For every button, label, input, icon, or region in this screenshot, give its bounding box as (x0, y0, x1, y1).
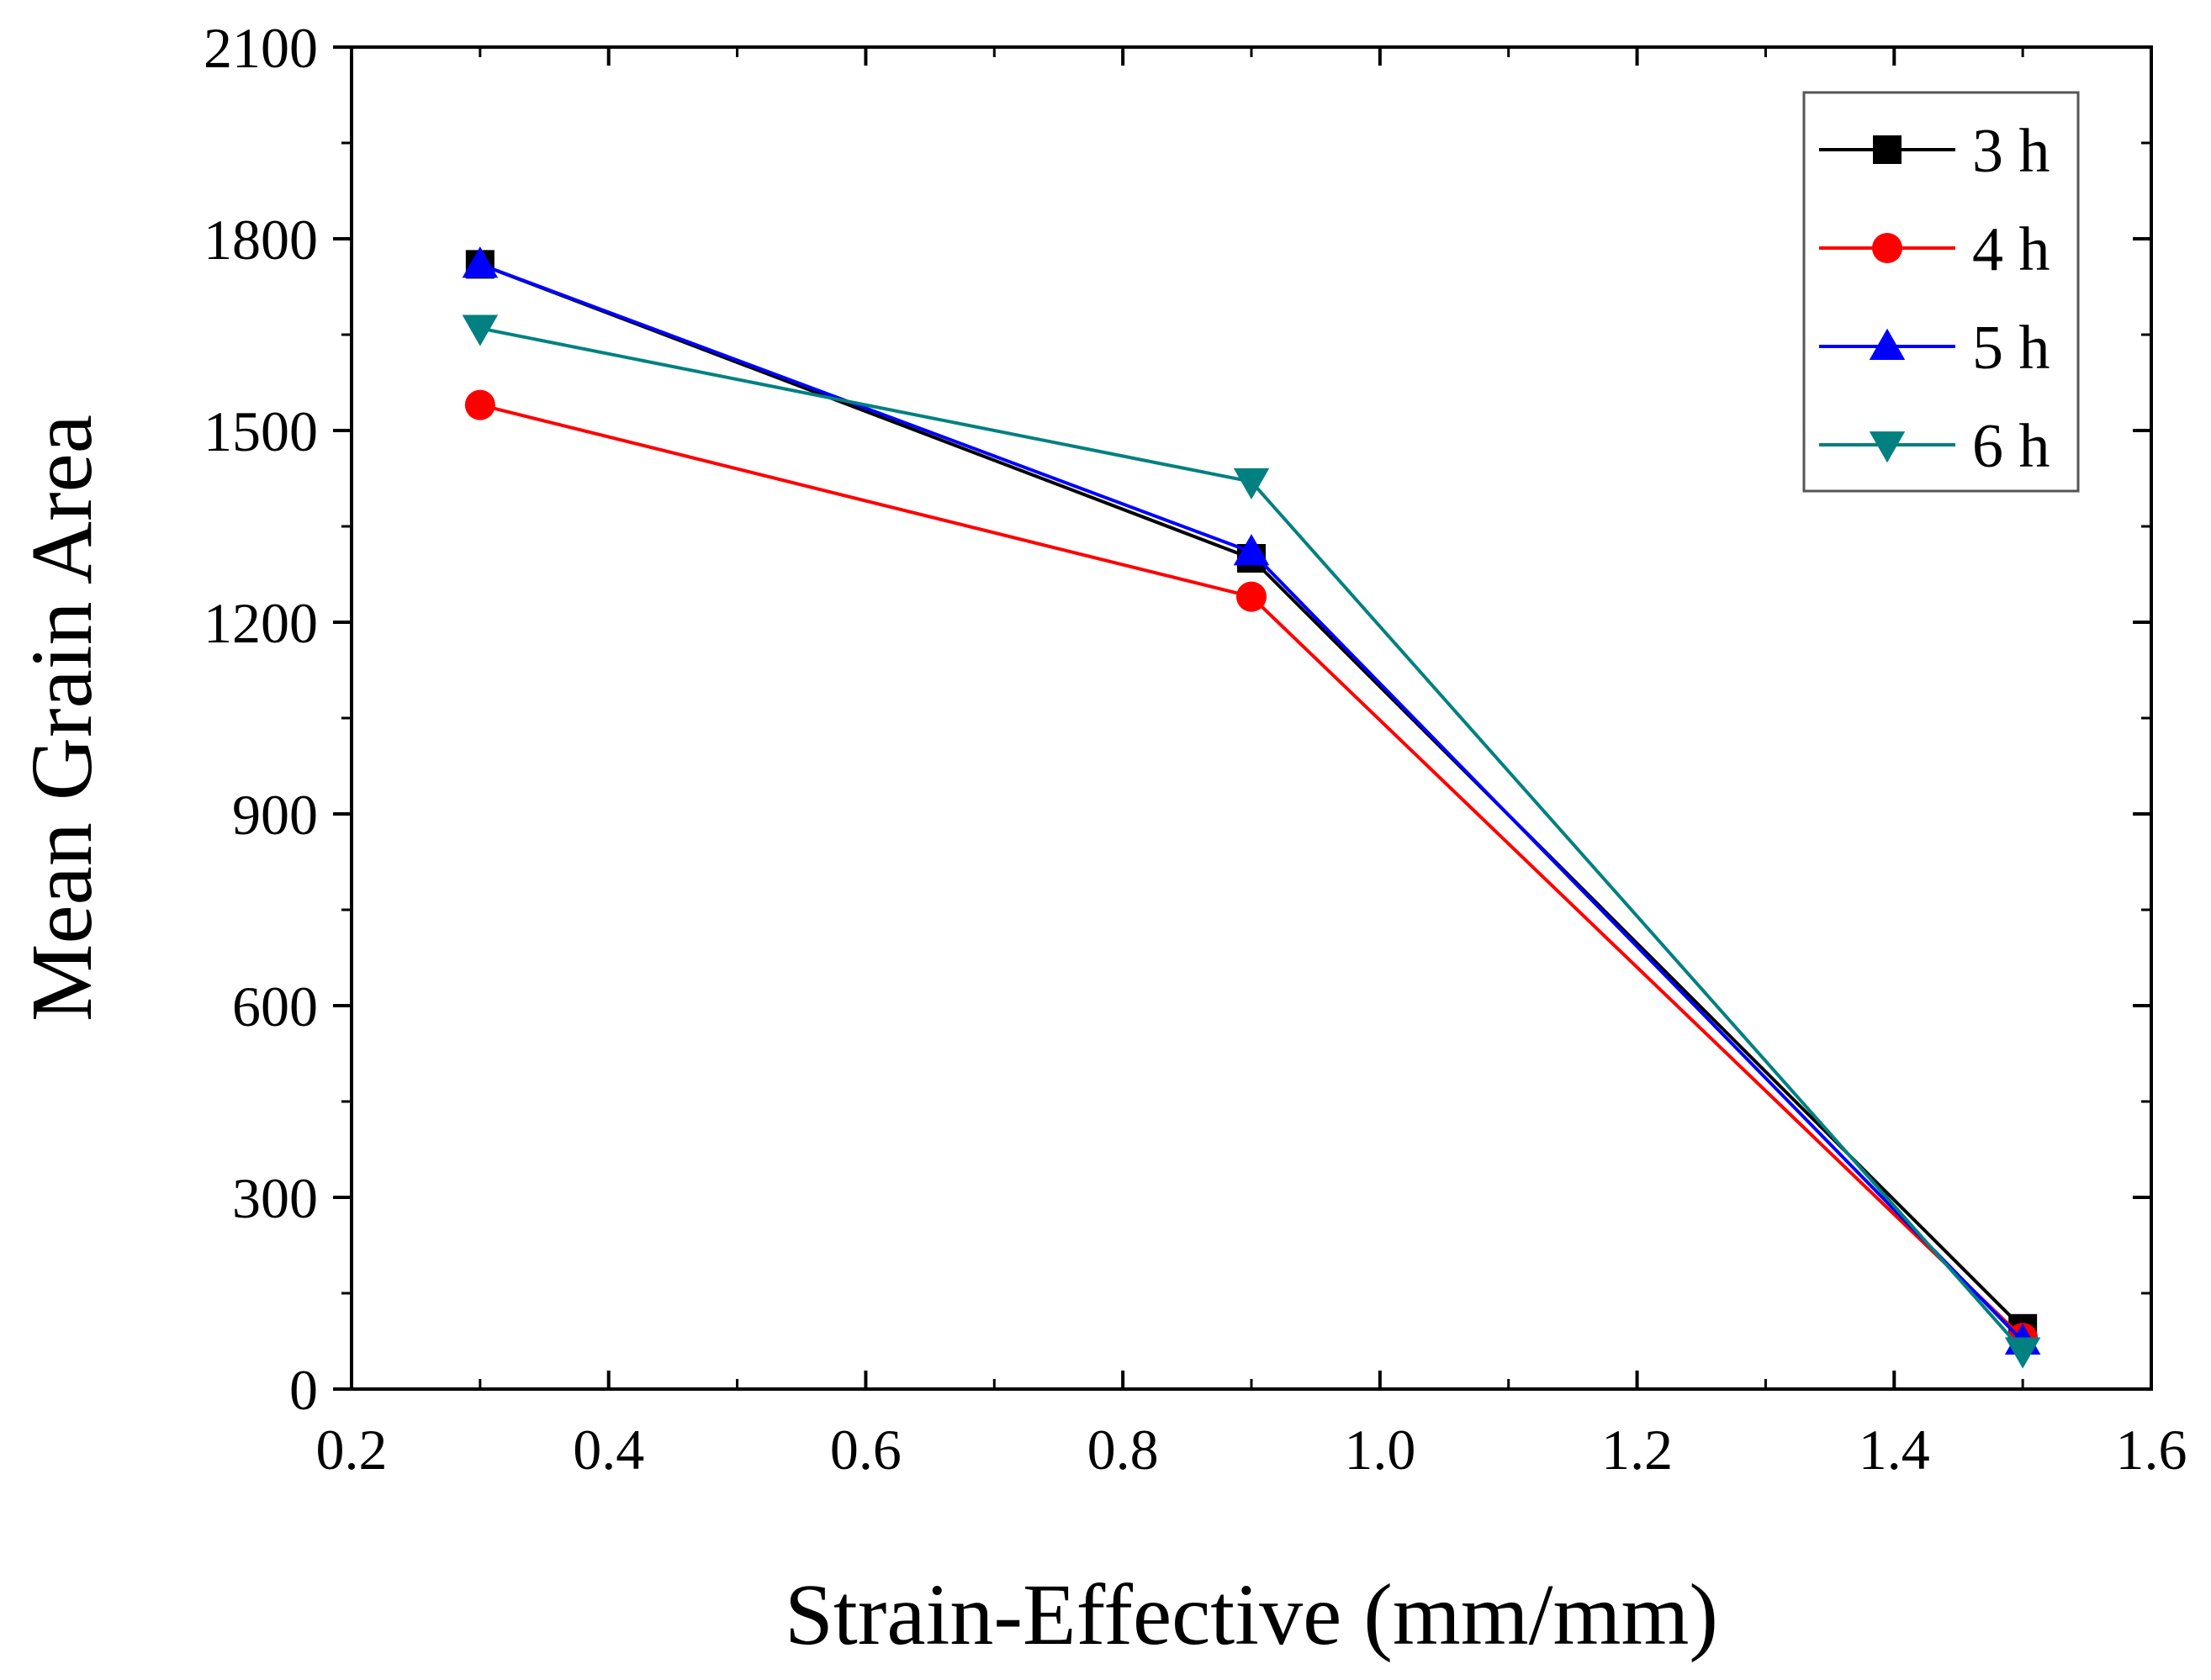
legend-item: 3 h (1819, 117, 2050, 186)
legend-swatch-marker (1873, 135, 1902, 164)
data-point (464, 389, 495, 420)
y-tick-label: 1800 (204, 208, 318, 272)
series-line (479, 262, 2024, 1330)
x-axis-title: Strain-Effective (mm/mm) (785, 1566, 1718, 1663)
y-tick-label: 600 (232, 975, 318, 1038)
legend-label: 5 h (1972, 314, 2050, 383)
x-tick-label: 1.0 (1344, 1418, 1415, 1482)
y-tick-label: 1500 (204, 399, 318, 463)
legend-label: 3 h (1972, 117, 2050, 186)
series-line (479, 262, 2024, 1343)
y-tick-label: 300 (232, 1166, 318, 1230)
series-layer (462, 246, 2041, 1369)
x-tick-label: 1.2 (1601, 1418, 1673, 1482)
legend-swatch-marker (1869, 431, 1906, 463)
legend-item: 6 h (1819, 412, 2050, 481)
y-tick-label: 2100 (204, 16, 318, 80)
x-tick-label: 1.6 (2116, 1418, 2187, 1482)
data-point (2004, 1337, 2041, 1369)
y-tick-label: 900 (232, 783, 318, 847)
tick-labels: 0.2 0.4 0.6 0.8 1.0 1.2 1.4 1.6 0 300 600 900 1200 15… (204, 16, 2187, 1482)
legend-item: 4 h (1819, 215, 2050, 284)
data-point (462, 314, 499, 346)
legend: 3 h 4 h 5 h 6 h (1802, 91, 2080, 493)
series-6h (462, 314, 2041, 1369)
legend-item: 5 h (1819, 314, 2050, 383)
data-point (1236, 581, 1267, 612)
axis-ticks (333, 45, 2153, 1391)
x-tick-label: 0.2 (316, 1418, 388, 1482)
y-axis-title: Mean Grain Area (13, 415, 110, 1022)
legend-swatch-marker (1869, 328, 1906, 360)
legend-label: 6 h (1972, 412, 2050, 481)
series-3h (465, 250, 2038, 1343)
data-point (1233, 468, 1270, 500)
x-tick-label: 0.6 (830, 1418, 902, 1482)
data-point (462, 246, 499, 278)
data-point (1233, 534, 1270, 566)
x-tick-label: 0.8 (1087, 1418, 1159, 1482)
y-tick-label: 0 (289, 1358, 318, 1422)
legend-box (1802, 91, 2080, 493)
y-tick-label: 1200 (204, 591, 318, 655)
legend-label: 4 h (1972, 215, 2050, 284)
x-tick-label: 0.4 (573, 1418, 644, 1482)
legend-swatch-marker (1872, 233, 1902, 263)
x-tick-label: 1.4 (1859, 1418, 1930, 1482)
